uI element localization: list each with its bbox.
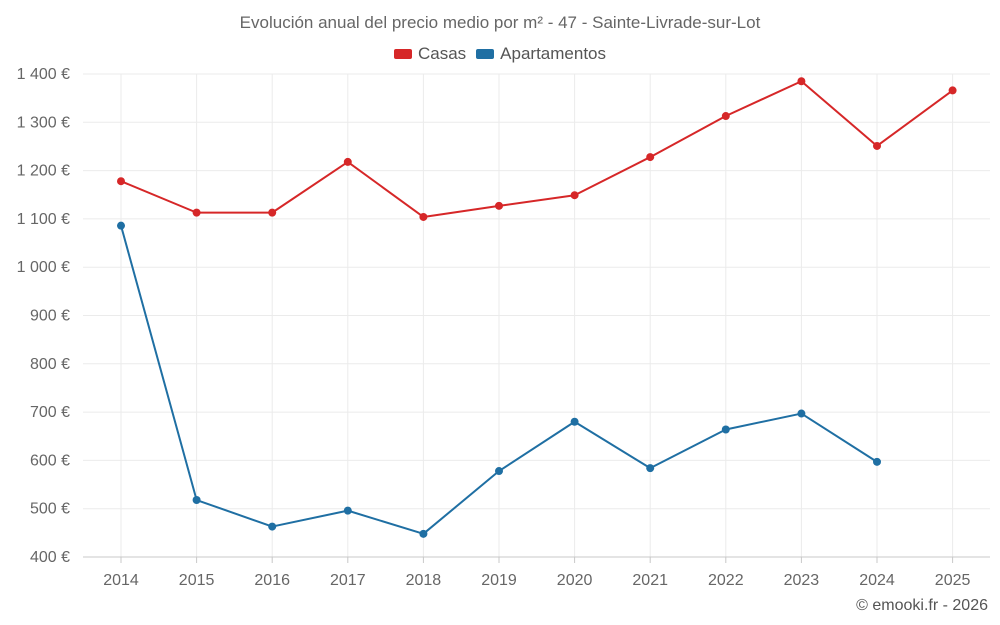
legend-swatch-casas (393, 49, 412, 59)
y-tick-label: 500 € (30, 501, 70, 518)
credit-text: © emooki.fr - 2026 (856, 597, 988, 614)
x-tick-label: 2024 (859, 572, 895, 589)
y-tick-label: 1 100 € (17, 211, 70, 228)
y-tick-label: 700 € (30, 404, 70, 421)
data-point-apartamentos[interactable] (343, 506, 352, 515)
data-point-apartamentos[interactable] (117, 221, 125, 230)
x-tick-label: 2023 (784, 572, 820, 589)
data-point-casas[interactable] (268, 208, 277, 217)
x-tick-label: 2020 (557, 572, 593, 589)
data-point-casas[interactable] (797, 77, 806, 86)
data-point-apartamentos[interactable] (646, 464, 655, 473)
data-point-apartamentos[interactable] (419, 529, 428, 538)
chart-title: Evolución anual del precio medio por m² … (239, 13, 761, 32)
x-tick-label: 2015 (179, 572, 215, 589)
x-tick-label: 2017 (330, 572, 366, 589)
x-tick-label: 2022 (708, 572, 744, 589)
data-point-casas[interactable] (495, 201, 503, 210)
x-tick-label: 2021 (632, 572, 668, 589)
x-tick-label: 2019 (481, 572, 517, 589)
x-tick-label: 2025 (935, 572, 971, 589)
data-point-apartamentos[interactable] (873, 457, 881, 466)
data-point-apartamentos[interactable] (495, 467, 503, 476)
data-point-casas[interactable] (570, 191, 579, 200)
legend-item-casas[interactable]: Casas (393, 44, 467, 64)
legend-label-apartamentos: Apartamentos (500, 44, 607, 63)
data-point-casas[interactable] (343, 157, 352, 166)
data-point-apartamentos[interactable] (268, 522, 277, 531)
y-tick-label: 600 € (30, 452, 70, 469)
legend-item-apartamentos[interactable]: Apartamentos (476, 44, 606, 64)
data-point-apartamentos[interactable] (570, 417, 579, 426)
x-tick-label: 2016 (254, 572, 290, 589)
x-tick-label: 2014 (103, 572, 139, 589)
data-point-casas[interactable] (192, 208, 201, 217)
data-point-apartamentos[interactable] (797, 409, 806, 418)
legend: Casas Apartamentos (0, 44, 1000, 64)
data-point-apartamentos[interactable] (721, 425, 730, 434)
legend-swatch-apartamentos (476, 49, 495, 59)
data-point-casas[interactable] (721, 112, 730, 121)
y-tick-label: 900 € (30, 308, 70, 325)
y-tick-label: 1 200 € (17, 163, 70, 180)
data-point-casas[interactable] (948, 86, 957, 95)
y-tick-label: 800 € (30, 356, 70, 373)
y-tick-label: 1 400 € (17, 66, 70, 83)
data-point-casas[interactable] (873, 141, 881, 150)
y-tick-label: 1 300 € (17, 114, 70, 131)
data-point-casas[interactable] (419, 212, 428, 221)
data-point-apartamentos[interactable] (192, 496, 201, 505)
data-point-casas[interactable] (117, 177, 125, 186)
y-tick-label: 1 000 € (17, 259, 70, 276)
data-point-casas[interactable] (646, 153, 655, 162)
legend-label-casas: Casas (417, 44, 467, 63)
x-tick-label: 2018 (406, 572, 442, 589)
series-line-casas (120, 80, 954, 218)
y-tick-label: 400 € (30, 549, 70, 566)
